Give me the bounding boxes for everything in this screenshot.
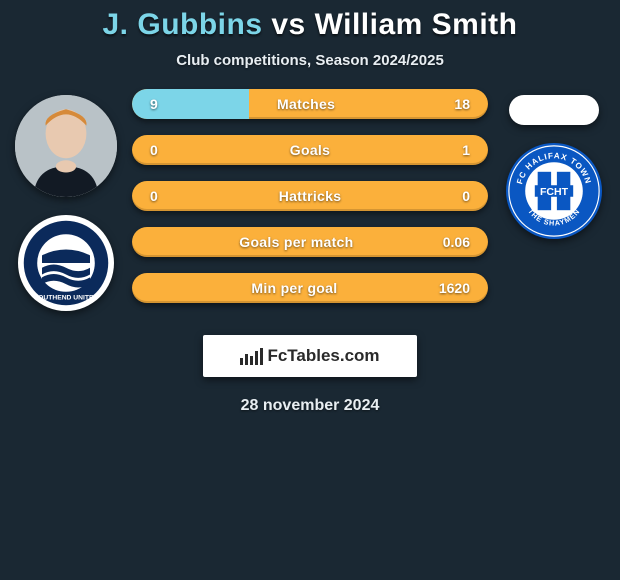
player2-club-badge: FC HALIFAX TOWN THE SHAYMEN FCHT — [506, 143, 602, 239]
stat-left-value: 9 — [150, 96, 158, 112]
brand-text: FcTables.com — [267, 346, 379, 366]
stat-label: Goals per match — [239, 234, 353, 250]
comparison-card: J. Gubbins vs William Smith Club competi… — [0, 0, 620, 415]
stat-label: Hattricks — [279, 188, 342, 204]
player1-avatar — [15, 95, 117, 197]
stat-right-value: 1 — [462, 142, 470, 158]
stat-pill: 0 Hattricks 0 — [132, 181, 488, 211]
stat-right-value: 18 — [454, 96, 470, 112]
stat-right-value: 0 — [462, 188, 470, 204]
player2-avatar-placeholder — [509, 95, 599, 125]
title-vs: vs — [271, 8, 305, 41]
stats-column: 9 Matches 18 0 Goals 1 0 Hattricks 0 Goa… — [126, 89, 494, 303]
page-title: J. Gubbins vs William Smith — [0, 8, 620, 42]
stat-row: 0 Hattricks 0 — [132, 181, 488, 211]
subtitle: Club competitions, Season 2024/2025 — [0, 52, 620, 69]
stat-pill: Min per goal 1620 — [132, 273, 488, 303]
date-label: 28 november 2024 — [0, 397, 620, 415]
stat-row: Min per goal 1620 — [132, 273, 488, 303]
stat-row: Goals per match 0.06 — [132, 227, 488, 257]
stat-pill: 9 Matches 18 — [132, 89, 488, 119]
stat-left-value: 0 — [150, 188, 158, 204]
brand-badge[interactable]: FcTables.com — [203, 335, 417, 377]
main-row: SOUTHEND UNITED 9 Matches 18 0 Goals 1 0… — [0, 89, 620, 311]
stat-row: 0 Goals 1 — [132, 135, 488, 165]
bar-chart-icon — [240, 348, 263, 365]
stat-label: Min per goal — [251, 280, 337, 296]
right-column: FC HALIFAX TOWN THE SHAYMEN FCHT — [494, 89, 614, 239]
stat-pill: 0 Goals 1 — [132, 135, 488, 165]
stat-row: 9 Matches 18 — [132, 89, 488, 119]
svg-text:SOUTHEND UNITED: SOUTHEND UNITED — [34, 294, 99, 301]
stat-label: Goals — [290, 142, 330, 158]
stat-right-value: 1620 — [439, 280, 470, 296]
stat-label: Matches — [277, 96, 335, 112]
stat-left-value: 0 — [150, 142, 158, 158]
stat-right-value: 0.06 — [443, 234, 470, 250]
left-column: SOUTHEND UNITED — [6, 89, 126, 311]
club-badge-icon: FC HALIFAX TOWN THE SHAYMEN FCHT — [506, 143, 602, 239]
title-player2: William Smith — [315, 8, 518, 41]
title-player1: J. Gubbins — [103, 8, 263, 41]
club-badge-icon: SOUTHEND UNITED — [18, 215, 114, 311]
stat-pill: Goals per match 0.06 — [132, 227, 488, 257]
svg-text:FCHT: FCHT — [540, 186, 569, 198]
person-icon — [15, 95, 117, 197]
player1-club-badge: SOUTHEND UNITED — [18, 215, 114, 311]
